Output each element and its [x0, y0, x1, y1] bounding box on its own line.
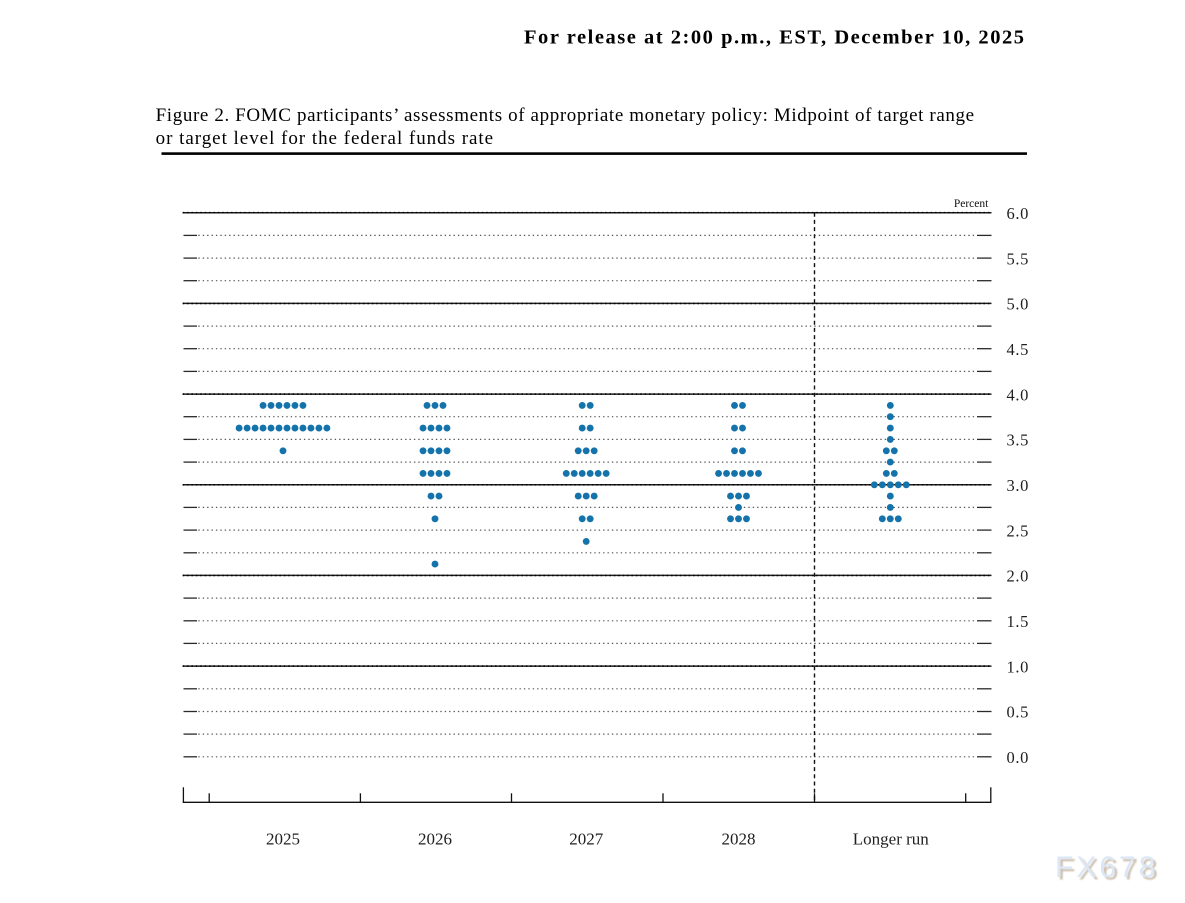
svg-text:4.5: 4.5 [1007, 340, 1029, 359]
svg-text:6.0: 6.0 [1007, 204, 1029, 223]
svg-text:5.0: 5.0 [1007, 295, 1029, 314]
svg-text:0.5: 0.5 [1007, 703, 1029, 722]
svg-text:2028: 2028 [722, 830, 756, 849]
svg-text:1.0: 1.0 [1007, 657, 1029, 676]
svg-text:FX678: FX678 [1055, 851, 1158, 884]
svg-text:3.5: 3.5 [1007, 431, 1029, 450]
svg-text:Figure 2. FOMC participants’ a: Figure 2. FOMC participants’ assessments… [156, 105, 975, 126]
svg-text:1.5: 1.5 [1007, 612, 1029, 631]
svg-text:2025: 2025 [266, 830, 300, 849]
svg-text:2026: 2026 [418, 830, 452, 849]
svg-text:5.5: 5.5 [1007, 249, 1029, 268]
svg-text:2.5: 2.5 [1007, 521, 1029, 540]
svg-text:or target level for the federa: or target level for the federal funds ra… [156, 128, 494, 149]
svg-text:Percent: Percent [954, 198, 989, 210]
svg-text:4.0: 4.0 [1007, 385, 1029, 404]
svg-text:2027: 2027 [569, 830, 604, 849]
svg-text:0.0: 0.0 [1007, 748, 1029, 767]
svg-text:3.0: 3.0 [1007, 476, 1029, 495]
svg-text:FX678: FX678 [1058, 854, 1161, 887]
svg-text:2.0: 2.0 [1007, 567, 1029, 586]
svg-text:For release at 2:00 p.m., EST,: For release at 2:00 p.m., EST, December … [524, 26, 1024, 48]
svg-text:Longer run: Longer run [853, 830, 930, 849]
